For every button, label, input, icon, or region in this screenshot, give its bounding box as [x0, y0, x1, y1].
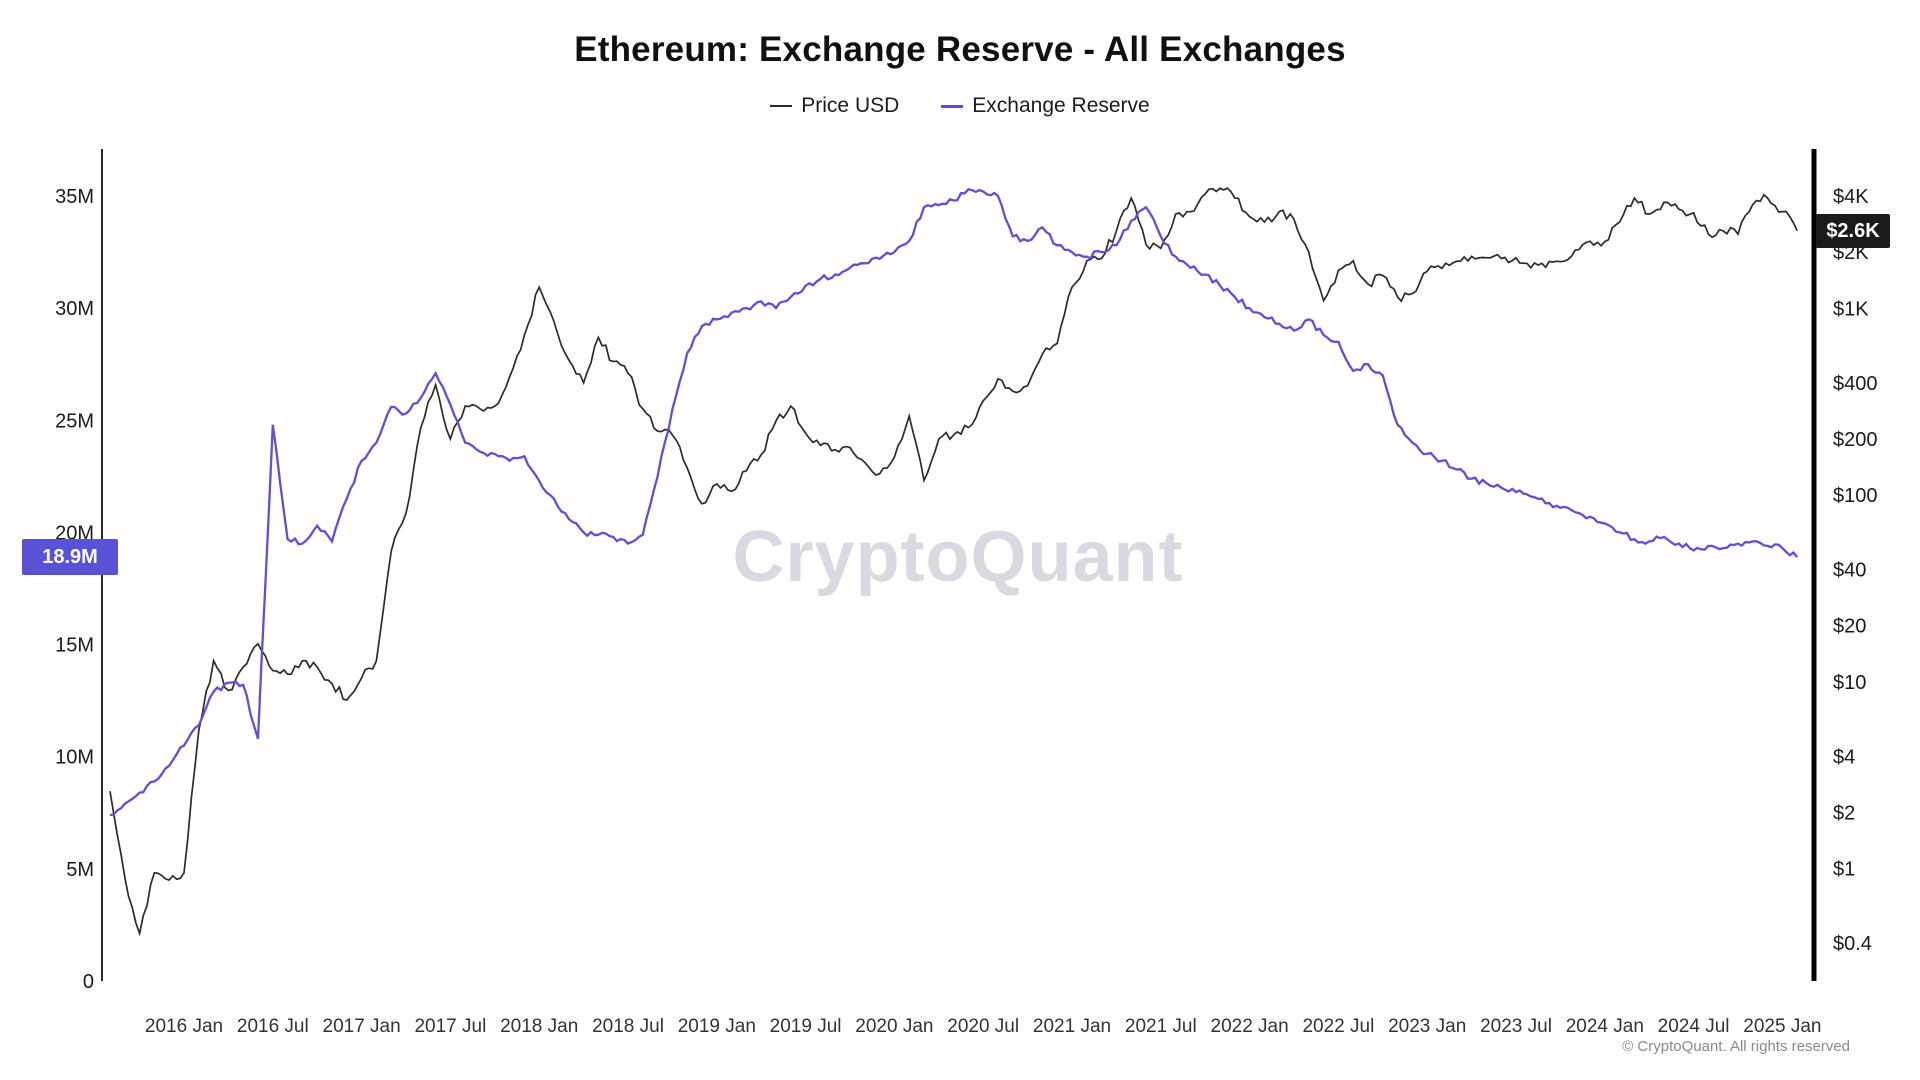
x-axis-tick-label: 2017 Jan: [323, 1016, 401, 1037]
right-axis-tick-label: $1: [1833, 859, 1855, 881]
copyright-notice: © CryptoQuant. All rights reserved: [1622, 1038, 1850, 1055]
x-axis-tick-label: 2022 Jul: [1302, 1016, 1374, 1037]
x-axis-tick-label: 2020 Jul: [947, 1016, 1019, 1037]
price-usd-line: [109, 187, 1798, 937]
x-axis-tick-label: 2022 Jan: [1211, 1016, 1289, 1037]
legend-item-reserve[interactable]: Exchange Reserve: [941, 94, 1150, 118]
x-axis-tick-label: 2024 Jan: [1566, 1016, 1644, 1037]
reserve-current-value-badge: 18.9M: [22, 539, 118, 576]
x-axis-tick-label: 2018 Jan: [500, 1016, 578, 1037]
left-axis-tick-label: 0: [83, 971, 94, 993]
left-axis-tick-label: 30M: [55, 298, 94, 320]
x-axis-tick-label: 2024 Jul: [1658, 1016, 1730, 1037]
x-axis-tick-label: 2016 Jul: [237, 1016, 309, 1037]
right-axis-tick-label: $4: [1833, 746, 1855, 768]
left-axis-tick-label: 15M: [55, 635, 94, 657]
x-axis-tick-label: 2023 Jan: [1388, 1016, 1466, 1037]
price-line-swatch-icon: [770, 105, 793, 107]
left-axis-tick-label: 25M: [55, 410, 94, 432]
x-axis-tick-label: 2025 Jan: [1743, 1016, 1821, 1037]
reserve-line-swatch-icon: [941, 104, 964, 108]
exchange-reserve-line: [109, 188, 1799, 817]
left-axis-tick-label: 10M: [55, 747, 94, 769]
left-axis-tick-label: 5M: [66, 859, 94, 881]
legend-label-reserve: Exchange Reserve: [972, 94, 1150, 117]
right-axis-tick-label: $2: [1833, 802, 1855, 824]
x-axis-tick-label: 2019 Jul: [770, 1016, 842, 1037]
x-axis-tick-label: 2016 Jan: [145, 1016, 223, 1037]
x-axis-tick-label: 2018 Jul: [592, 1016, 664, 1037]
x-axis-tick-label: 2020 Jan: [855, 1016, 933, 1037]
left-axis-tick-label: 35M: [55, 186, 94, 208]
x-axis-tick-label: 2019 Jan: [678, 1016, 756, 1037]
x-axis-tick-label: 2017 Jul: [414, 1016, 486, 1037]
legend: Price USD Exchange Reserve: [0, 94, 1920, 118]
cryptoquant-watermark: CryptoQuant: [732, 517, 1184, 597]
page-title: Ethereum: Exchange Reserve - All Exchang…: [574, 30, 1346, 69]
x-axis-tick-label: 2021 Jan: [1033, 1016, 1111, 1037]
right-axis-tick-label: $40: [1833, 560, 1866, 582]
legend-label-price: Price USD: [801, 94, 900, 117]
price-current-value-badge: $2.6K: [1816, 213, 1890, 248]
x-axis-tick-label: 2021 Jul: [1125, 1016, 1197, 1037]
right-axis-tick-label: $10: [1833, 672, 1866, 694]
right-axis-tick-label: $20: [1833, 616, 1866, 638]
right-axis-tick-label: $200: [1833, 429, 1878, 451]
right-axis-tick-label: $100: [1833, 485, 1878, 507]
left-axis-tick-label: 20M: [55, 522, 94, 544]
right-axis-tick-label: $400: [1833, 373, 1878, 395]
x-axis-tick-label: 2023 Jul: [1480, 1016, 1552, 1037]
right-axis-tick-label: $4K: [1833, 186, 1869, 208]
right-axis-tick-label: $0.4: [1833, 933, 1872, 955]
right-axis-tick-label: $1K: [1833, 298, 1869, 320]
legend-item-price[interactable]: Price USD: [770, 94, 899, 118]
